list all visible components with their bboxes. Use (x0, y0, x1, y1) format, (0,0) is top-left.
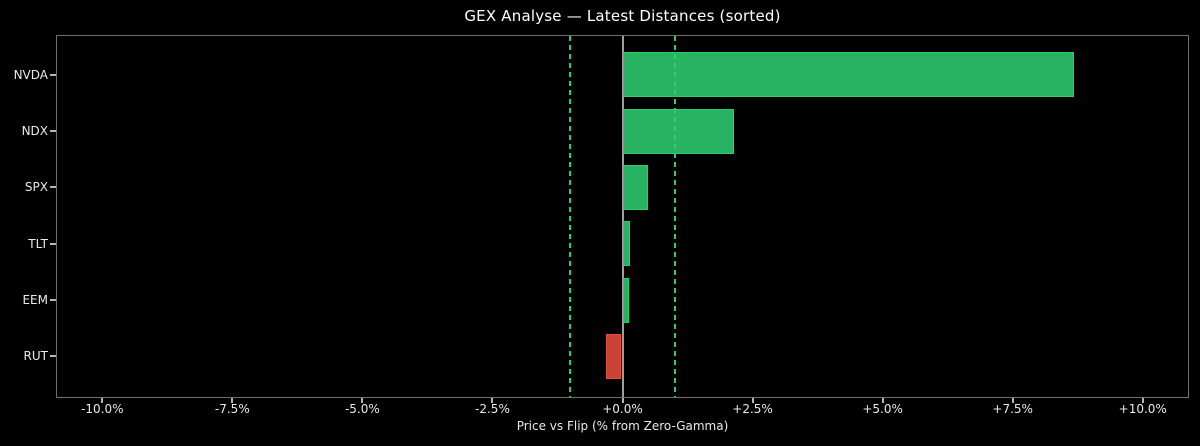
xtick-mark (1011, 398, 1014, 403)
chart-title: GEX Analyse — Latest Distances (sorted) (464, 7, 781, 25)
xtick-label: +2.5% (732, 402, 773, 416)
plot-area (56, 35, 1189, 398)
xtick-mark (881, 398, 884, 403)
ytick-mark (50, 73, 56, 76)
flip-threshold-line-neg (569, 36, 572, 397)
xtick-label: -7.5% (214, 402, 250, 416)
bar-rut (605, 333, 622, 379)
xtick-mark (101, 398, 104, 403)
xtick-label: -10.0% (81, 402, 124, 416)
ytick-mark (50, 186, 56, 189)
xtick-mark (621, 398, 624, 403)
ytick-label-spx: SPX (24, 180, 48, 195)
xtick-mark (491, 398, 494, 403)
plot-inner (57, 36, 1188, 397)
xtick-mark (231, 398, 234, 403)
xtick-mark (1141, 398, 1144, 403)
ytick-mark (50, 355, 56, 358)
xtick-label: +5.0% (862, 402, 903, 416)
xtick-label: -5.0% (344, 402, 380, 416)
xtick-label: +7.5% (992, 402, 1033, 416)
ytick-label-eem: EEM (22, 293, 48, 308)
xtick-label: -2.5% (475, 402, 510, 416)
ytick-mark (50, 299, 56, 302)
ytick-label-rut: RUT (23, 349, 48, 364)
bar-nvda (622, 52, 1075, 98)
zero-line (621, 36, 624, 397)
bar-spx (622, 164, 648, 210)
ytick-label-ndx: NDX (21, 124, 48, 139)
x-axis-label: Price vs Flip (% from Zero-Gamma) (516, 419, 729, 433)
ytick-label-nvda: NVDA (13, 67, 48, 82)
flip-threshold-line-pos (673, 36, 676, 397)
bar-eem (622, 277, 629, 323)
ytick-mark (50, 130, 56, 133)
bar-tlt (622, 221, 630, 267)
xtick-mark (361, 398, 364, 403)
ytick-label-tlt: TLT (28, 236, 48, 251)
xtick-label: +10.0% (1118, 402, 1167, 416)
ytick-mark (50, 242, 56, 245)
xtick-label: +0.0% (602, 402, 643, 416)
xtick-mark (751, 398, 754, 403)
bar-ndx (622, 108, 735, 154)
